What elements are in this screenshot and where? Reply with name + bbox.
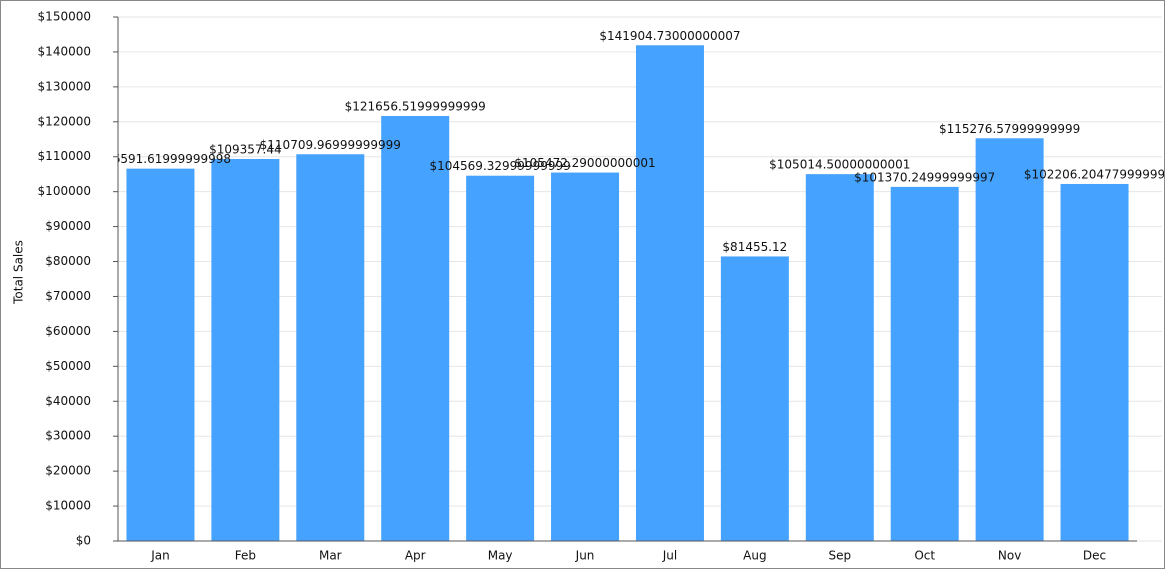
value-label: $105014.50000000001 <box>769 158 910 172</box>
y-tick-label: $30000 <box>45 429 91 443</box>
value-label: $81455.12 <box>722 240 787 254</box>
y-tick-label: $70000 <box>45 289 91 303</box>
x-tick-label: Apr <box>405 549 426 563</box>
x-tick-label: Nov <box>998 549 1021 563</box>
value-label: $141904.73000000007 <box>599 29 740 43</box>
x-tick-label: Jun <box>575 549 595 563</box>
y-tick-label: $150000 <box>38 10 91 24</box>
y-tick-label: $110000 <box>38 149 91 163</box>
y-tick-label: $140000 <box>38 44 91 58</box>
y-axis-title: Total Sales <box>12 240 26 305</box>
value-label: $110709.96999999999 <box>260 138 401 152</box>
bar <box>720 256 789 541</box>
bar <box>381 116 450 542</box>
x-tick-label: Sep <box>828 549 851 563</box>
x-tick-label: May <box>488 549 513 563</box>
bar <box>890 186 959 541</box>
value-label: $101370.24999999997 <box>854 170 995 184</box>
y-tick-label: $60000 <box>45 324 91 338</box>
bar <box>211 158 280 541</box>
x-tick-label: Feb <box>235 549 256 563</box>
x-tick-label: Mar <box>319 549 342 563</box>
y-tick-label: $130000 <box>38 79 91 93</box>
bar <box>296 154 365 541</box>
value-label: $106591.61999999998 <box>90 152 231 166</box>
x-tick-label: Dec <box>1083 549 1106 563</box>
value-label: $115276.57999999999 <box>939 122 1080 136</box>
y-tick-label: $100000 <box>38 184 91 198</box>
bar <box>635 45 704 541</box>
x-tick-label: Jul <box>662 549 677 563</box>
bar <box>975 138 1044 541</box>
bar <box>126 168 195 541</box>
y-tick-label: $10000 <box>45 499 91 513</box>
y-tick-label: $50000 <box>45 359 91 373</box>
value-label: $104569.32999999999 <box>430 159 571 173</box>
y-tick-label: $120000 <box>38 114 91 128</box>
bar <box>466 175 535 541</box>
value-label: $121656.51999999999 <box>345 100 486 114</box>
y-tick-label: $80000 <box>45 254 91 268</box>
bar <box>551 172 620 541</box>
value-label: $109357.44 <box>209 142 282 156</box>
x-tick-label: Oct <box>914 549 935 563</box>
x-tick-label: Jan <box>150 549 170 563</box>
value-label: $102206.20477999999 <box>1024 167 1165 181</box>
value-label: $105472.29000000001 <box>514 156 655 170</box>
y-tick-label: $40000 <box>45 394 91 408</box>
x-tick-label: Aug <box>743 549 766 563</box>
bar <box>1060 183 1129 541</box>
bar <box>805 174 874 541</box>
y-tick-label: $20000 <box>45 464 91 478</box>
y-tick-label: $0 <box>76 534 91 548</box>
y-tick-label: $90000 <box>45 219 91 233</box>
